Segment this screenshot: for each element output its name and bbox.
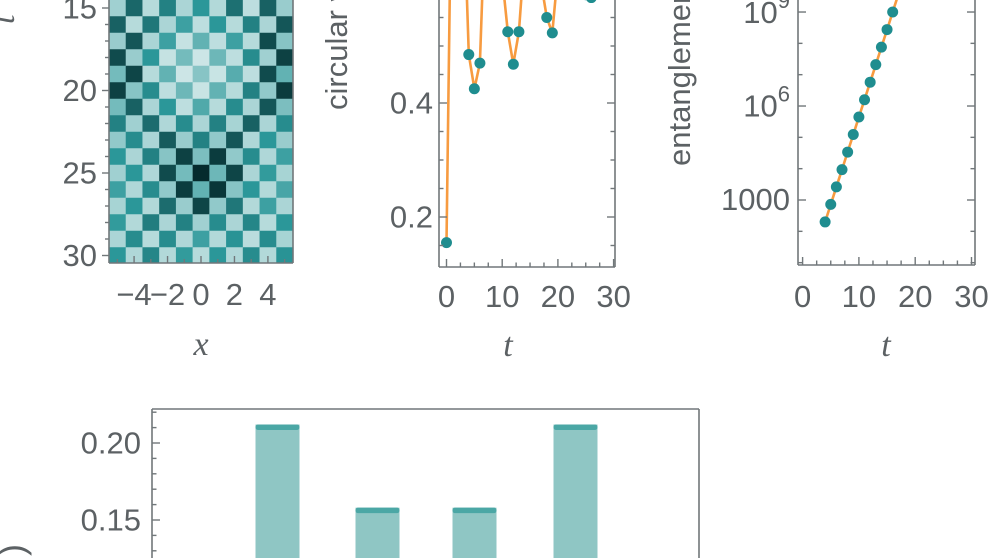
- heatmap-xtick-0: 0: [192, 277, 209, 312]
- heatmap-xtick-4: 4: [259, 277, 276, 312]
- heatmap-cells: [109, 0, 293, 263]
- entanglement-panel: 1000 106 109 0 10 20 30 t entanglemen: [662, 0, 989, 364]
- heatmap-ytick-30: 30: [63, 238, 97, 273]
- heatmap-axes: [102, 0, 294, 264]
- heatmap-yaxis-label: t: [0, 13, 22, 24]
- entanglement-ytick-1e6: 106: [743, 81, 790, 123]
- heatmap-panel: 15 20 25 30 −4 −2 0 2 4 x t: [0, 0, 294, 363]
- heatmap-xtick-2: 2: [226, 277, 243, 312]
- entanglement-xaxis-label: t: [881, 327, 892, 364]
- heatmap-ytick-25: 25: [63, 156, 97, 191]
- entanglement-xtick-20: 20: [898, 279, 932, 314]
- circular-xaxis-label: t: [503, 327, 514, 364]
- heatmap-ytick-20: 20: [63, 73, 97, 108]
- circular-yaxis-label: circular v: [319, 0, 354, 110]
- entanglement-axes: [797, 0, 976, 266]
- entanglement-ytick-1000: 1000: [721, 182, 790, 217]
- entanglement-ytick-1e9: 109: [743, 0, 790, 30]
- bar-panel: 0.20 0.15 ): [0, 408, 700, 558]
- circular-v-series: [441, 0, 597, 249]
- circular-xtick-10: 10: [485, 279, 519, 314]
- entanglement-xtick-30: 30: [954, 279, 988, 314]
- heatmap-xtick-m4: −4: [116, 277, 151, 312]
- heatmap-xaxis-label: x: [192, 326, 208, 363]
- entanglement-series: [819, 0, 899, 228]
- circular-xtick-30: 30: [596, 279, 630, 314]
- bar-ytick-015: 0.15: [81, 503, 141, 538]
- heatmap-ytick-15: 15: [63, 0, 97, 26]
- circular-ytick-04: 0.4: [390, 86, 433, 121]
- circular-xtick-0: 0: [438, 279, 455, 314]
- entanglement-yaxis-label: entanglemen: [662, 0, 697, 166]
- circular-xtick-20: 20: [541, 279, 575, 314]
- circular-ytick-02: 0.2: [390, 200, 433, 235]
- bar-ytick-020: 0.20: [81, 426, 141, 461]
- heatmap-xtick-m2: −2: [150, 277, 185, 312]
- bar-yaxis-label-fragment: ): [0, 544, 32, 556]
- entanglement-xtick-10: 10: [842, 279, 876, 314]
- bar-axes: [151, 408, 700, 558]
- circular-v-panel: 0.4 0.2 0 10 20 30 t circular v: [319, 0, 631, 364]
- entanglement-xtick-0: 0: [794, 279, 811, 314]
- circular-v-axes: [438, 0, 616, 268]
- bar-series: [255, 424, 598, 558]
